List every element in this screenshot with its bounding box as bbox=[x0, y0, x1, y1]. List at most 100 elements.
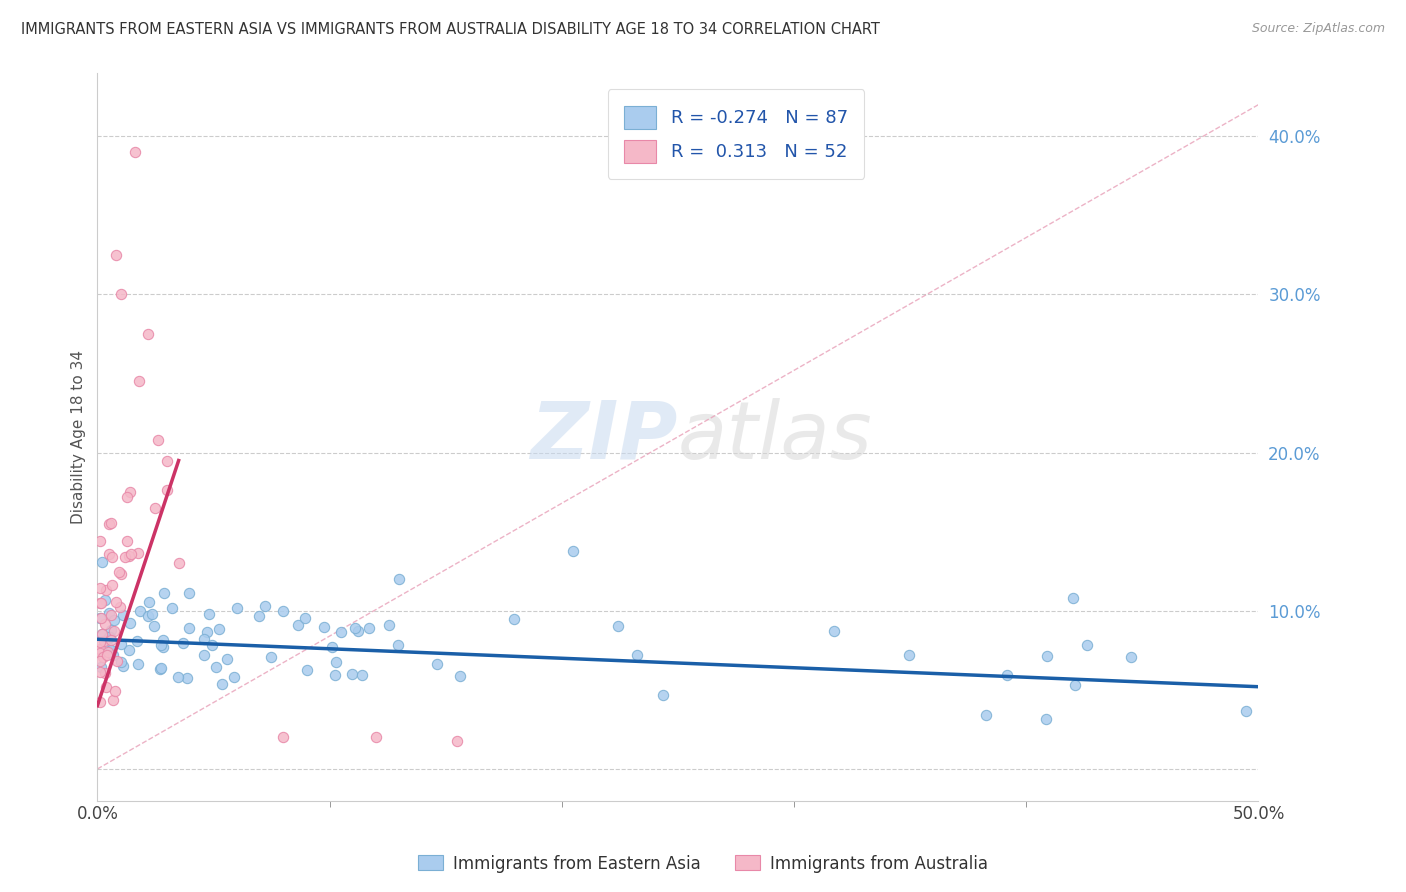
Legend: Immigrants from Eastern Asia, Immigrants from Australia: Immigrants from Eastern Asia, Immigrants… bbox=[412, 848, 994, 880]
Point bbox=[138, 595, 160, 609]
Point bbox=[198, 607, 221, 621]
Point bbox=[97, 516, 120, 531]
Point bbox=[152, 640, 174, 654]
Point bbox=[193, 648, 215, 662]
Point bbox=[118, 642, 141, 657]
Point bbox=[271, 604, 294, 618]
Point bbox=[89, 665, 111, 679]
Point bbox=[89, 654, 111, 668]
Point bbox=[94, 583, 117, 598]
Point bbox=[149, 662, 172, 676]
Point bbox=[91, 627, 114, 641]
Point bbox=[103, 693, 125, 707]
Point bbox=[110, 287, 132, 301]
Point bbox=[128, 375, 150, 389]
Point bbox=[626, 648, 648, 662]
Point bbox=[364, 731, 387, 745]
Point bbox=[1062, 591, 1084, 606]
Point bbox=[104, 248, 127, 262]
Point bbox=[104, 684, 127, 698]
Point bbox=[330, 624, 353, 639]
Point bbox=[260, 649, 283, 664]
Point bbox=[172, 636, 194, 650]
Point bbox=[128, 604, 150, 618]
Point bbox=[89, 646, 111, 660]
Point bbox=[115, 490, 138, 504]
Point bbox=[127, 546, 149, 560]
Point bbox=[651, 688, 673, 702]
Point bbox=[120, 547, 142, 561]
Point bbox=[91, 649, 114, 664]
Point bbox=[97, 640, 120, 654]
Point bbox=[90, 659, 112, 673]
Point bbox=[100, 632, 122, 647]
Point bbox=[247, 609, 270, 624]
Point bbox=[357, 621, 380, 635]
Point bbox=[167, 557, 190, 571]
Point bbox=[340, 667, 363, 681]
Point bbox=[1234, 704, 1257, 718]
Point bbox=[100, 630, 122, 644]
Point bbox=[148, 434, 170, 448]
Point bbox=[90, 555, 112, 569]
Point bbox=[89, 695, 111, 709]
Point bbox=[101, 578, 124, 592]
Point bbox=[450, 669, 472, 683]
Point bbox=[347, 624, 370, 639]
Point bbox=[155, 483, 177, 498]
Point bbox=[105, 654, 128, 668]
Point bbox=[90, 627, 112, 641]
Point bbox=[101, 648, 124, 662]
Point bbox=[823, 624, 845, 638]
Point bbox=[222, 670, 245, 684]
Point bbox=[145, 500, 167, 515]
Point bbox=[607, 619, 630, 633]
Point bbox=[325, 655, 347, 669]
Point bbox=[110, 566, 132, 581]
Point bbox=[294, 611, 316, 625]
Point bbox=[195, 624, 218, 639]
Text: ZIP: ZIP bbox=[530, 398, 678, 475]
Point bbox=[89, 596, 111, 610]
Point bbox=[125, 633, 148, 648]
Point bbox=[208, 622, 231, 636]
Text: Source: ZipAtlas.com: Source: ZipAtlas.com bbox=[1251, 22, 1385, 36]
Point bbox=[97, 645, 120, 659]
Point bbox=[138, 326, 160, 341]
Point bbox=[114, 549, 136, 564]
Point bbox=[253, 599, 276, 613]
Point bbox=[98, 547, 121, 561]
Point bbox=[93, 616, 115, 631]
Point bbox=[108, 600, 131, 615]
Point bbox=[93, 593, 115, 607]
Point bbox=[1076, 638, 1098, 652]
Point bbox=[503, 611, 526, 625]
Text: IMMIGRANTS FROM EASTERN ASIA VS IMMIGRANTS FROM AUSTRALIA DISABILITY AGE 18 TO 3: IMMIGRANTS FROM EASTERN ASIA VS IMMIGRAN… bbox=[21, 22, 880, 37]
Point bbox=[160, 601, 183, 615]
Point bbox=[152, 632, 174, 647]
Point bbox=[100, 623, 122, 637]
Point bbox=[897, 648, 920, 662]
Point bbox=[1035, 712, 1057, 726]
Point bbox=[343, 621, 366, 635]
Point bbox=[201, 638, 224, 652]
Point bbox=[215, 651, 238, 665]
Point bbox=[108, 565, 131, 579]
Point bbox=[1063, 678, 1085, 692]
Point bbox=[103, 613, 125, 627]
Point bbox=[89, 581, 111, 595]
Point bbox=[89, 642, 111, 657]
Point bbox=[149, 639, 172, 653]
Point bbox=[111, 658, 134, 673]
Point bbox=[143, 619, 166, 633]
Point bbox=[89, 611, 111, 625]
Point bbox=[350, 667, 373, 681]
Point bbox=[388, 572, 411, 586]
Point bbox=[211, 677, 233, 691]
Point bbox=[995, 668, 1018, 682]
Point bbox=[100, 607, 122, 622]
Point bbox=[323, 668, 346, 682]
Point bbox=[103, 624, 125, 639]
Point bbox=[118, 485, 141, 500]
Point bbox=[176, 671, 198, 685]
